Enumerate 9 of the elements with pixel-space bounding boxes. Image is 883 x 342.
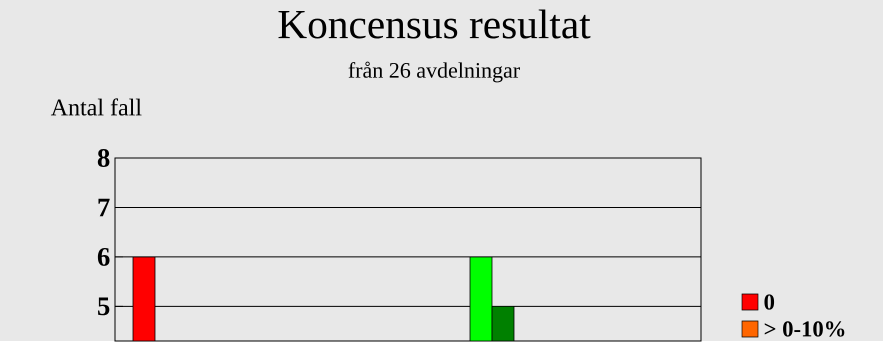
y-axis-title: Antal fall [50, 98, 142, 116]
y-tick-label: 8 [98, 149, 110, 168]
y-tick-label: 6 [98, 248, 110, 266]
legend-label: > 0-10% [764, 322, 844, 337]
legend-label: 0 [764, 294, 774, 310]
chart-title: Koncensus resultat [278, 10, 590, 39]
y-tick-label: 5 [98, 298, 110, 316]
y-tick-label: 7 [98, 198, 110, 216]
chart-subtitle: från 26 avdelningar [348, 62, 520, 83]
